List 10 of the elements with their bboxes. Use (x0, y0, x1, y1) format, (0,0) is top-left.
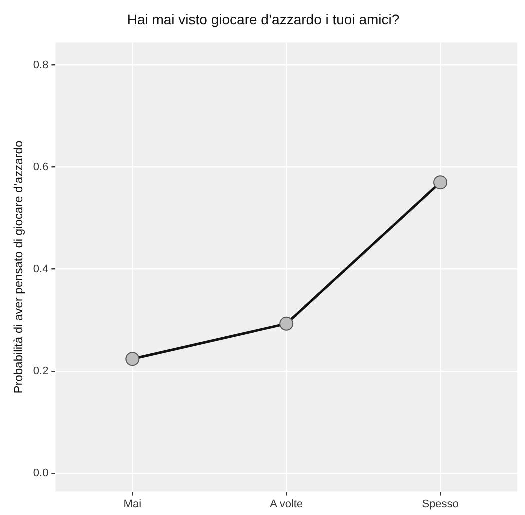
y-axis-title: Probabilità di aver pensato di giocare d’azzardo (12, 140, 26, 394)
y-tick-label: 0.4 (33, 263, 49, 276)
y-tick-label: 0.0 (33, 467, 49, 480)
y-tick-label: 0.6 (33, 161, 49, 174)
x-tick-label: Mai (124, 498, 142, 510)
y-tick-label: 0.8 (33, 59, 49, 72)
x-tick-label: A volte (270, 498, 304, 510)
chart-title: Hai mai visto giocare d’azzardo i tuoi amici? (127, 11, 400, 28)
y-tick-label: 0.2 (33, 365, 49, 378)
x-tick-label: Spesso (422, 498, 459, 510)
